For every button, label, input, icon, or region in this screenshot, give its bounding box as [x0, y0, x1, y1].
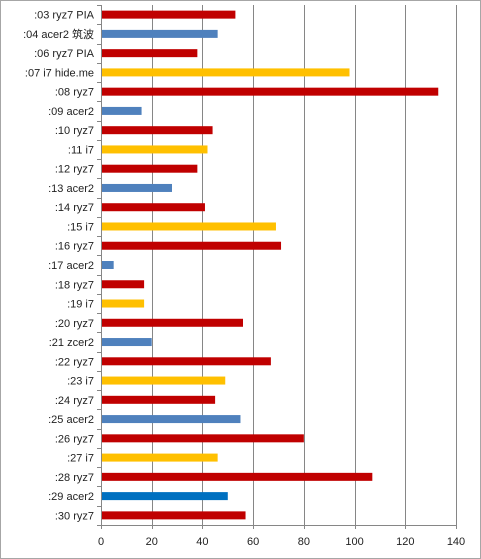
category-label: :16 ryz7 — [55, 241, 94, 253]
x-tick-label: 0 — [98, 536, 104, 548]
bar — [102, 49, 198, 58]
x-tick-label: 60 — [247, 536, 259, 548]
category-label: :18 ryz7 — [55, 279, 94, 291]
bar — [102, 280, 145, 289]
x-tick-label: 120 — [396, 536, 414, 548]
bar — [102, 492, 228, 501]
gridlines — [97, 5, 457, 529]
bars — [102, 10, 439, 520]
category-label: :14 ryz7 — [55, 202, 94, 214]
category-label: :17 acer2 — [48, 260, 94, 272]
category-label: :10 ryz7 — [55, 125, 94, 137]
category-label: :12 ryz7 — [55, 164, 94, 176]
bar — [102, 415, 241, 424]
category-label: :04 acer2 筑波 — [23, 27, 94, 41]
category-label: :25 acer2 — [48, 414, 94, 426]
bar — [102, 511, 246, 520]
bar — [102, 472, 373, 481]
category-label: :13 acer2 — [48, 183, 94, 195]
category-label: :09 acer2 — [48, 106, 94, 118]
category-label: :19 i7 — [67, 299, 94, 311]
category-label: :26 ryz7 — [55, 433, 94, 445]
bar — [102, 87, 439, 96]
category-label: :29 acer2 — [48, 491, 94, 503]
category-label: :08 ryz7 — [55, 87, 94, 99]
bar — [102, 164, 198, 173]
category-label: :15 i7 — [67, 221, 94, 233]
category-label: :21 zcer2 — [49, 337, 94, 349]
category-label: :06 ryz7 PIA — [34, 48, 95, 60]
bar — [102, 318, 243, 327]
x-tick-label: 140 — [447, 536, 465, 548]
bar — [102, 338, 152, 347]
bar — [102, 453, 218, 462]
bar — [102, 299, 145, 308]
bar — [102, 241, 282, 250]
bar — [102, 106, 142, 115]
x-tick-labels: 0 20 40 60 80 100 120 140 — [98, 536, 465, 548]
x-tick-label: 100 — [345, 536, 363, 548]
bar — [102, 376, 226, 385]
category-label: :30 ryz7 — [55, 510, 94, 522]
category-label: :20 ryz7 — [55, 318, 94, 330]
bar — [102, 434, 304, 443]
bar — [102, 395, 216, 404]
category-label: :22 ryz7 — [55, 356, 94, 368]
category-labels: :03 ryz7 PIA :04 acer2 筑波 :06 ryz7 PIA :07 … — [23, 10, 95, 523]
bar — [102, 222, 276, 231]
bar — [102, 261, 114, 269]
x-tick-label: 80 — [298, 536, 310, 548]
category-label: :03 ryz7 PIA — [34, 10, 95, 22]
bar — [102, 357, 271, 366]
bar — [102, 183, 172, 192]
bar — [102, 126, 213, 135]
category-label: :28 ryz7 — [55, 472, 94, 484]
x-tick-label: 40 — [196, 536, 208, 548]
category-label: :24 ryz7 — [55, 395, 94, 407]
bar — [102, 29, 218, 38]
bar — [102, 145, 208, 154]
x-tick-label: 20 — [146, 536, 158, 548]
category-label: :23 i7 — [67, 376, 94, 388]
bar — [102, 203, 205, 212]
category-label: :27 i7 — [67, 453, 94, 465]
category-label: :11 i7 — [68, 144, 94, 156]
category-label: :07 i7 hide.me — [25, 67, 94, 79]
bar — [102, 68, 350, 77]
bar — [102, 10, 236, 19]
